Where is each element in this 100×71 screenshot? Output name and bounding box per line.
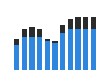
Bar <box>45 39 50 41</box>
Bar <box>52 41 58 43</box>
Bar <box>91 29 96 70</box>
Bar <box>75 17 81 29</box>
Bar <box>22 37 27 70</box>
Bar <box>75 29 81 70</box>
Bar <box>37 29 42 37</box>
Bar <box>68 29 73 70</box>
Bar <box>68 19 73 29</box>
Bar <box>91 17 96 29</box>
Bar <box>60 33 65 70</box>
Bar <box>83 17 88 29</box>
Bar <box>22 29 27 37</box>
Bar <box>45 41 50 70</box>
Bar <box>60 25 65 33</box>
Bar <box>14 39 19 45</box>
Bar <box>14 45 19 70</box>
Bar <box>29 37 35 70</box>
Bar <box>83 29 88 70</box>
Bar <box>29 27 35 37</box>
Bar <box>52 43 58 70</box>
Bar <box>37 37 42 70</box>
